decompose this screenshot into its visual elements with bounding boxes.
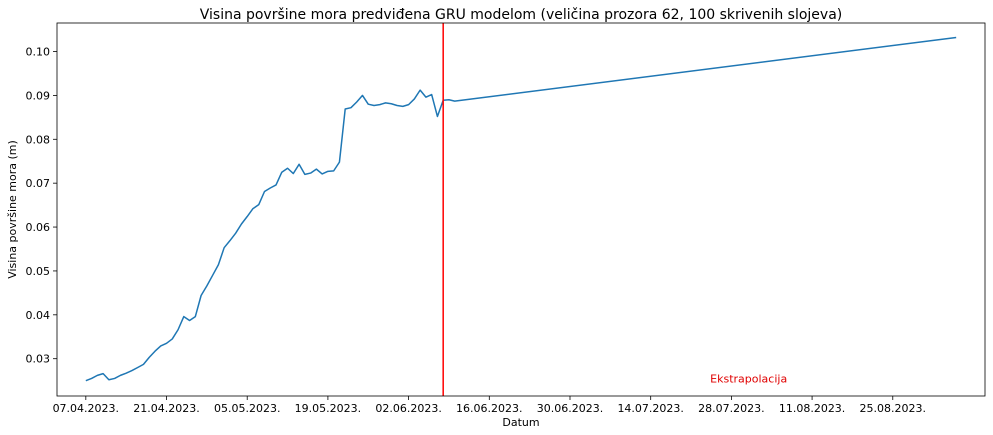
x-tick-label: 16.06.2023. bbox=[456, 402, 522, 415]
y-tick-label: 0.08 bbox=[26, 133, 51, 146]
x-axis-title: Datum bbox=[502, 416, 539, 429]
y-tick-label: 0.07 bbox=[26, 177, 51, 190]
y-axis-title: Visina površine mora (m) bbox=[6, 140, 19, 279]
x-tick-label: 05.05.2023. bbox=[214, 402, 280, 415]
y-tick-label: 0.06 bbox=[26, 221, 51, 234]
annotation-label: Ekstrapolacija bbox=[710, 372, 787, 385]
x-tick-label: 19.05.2023. bbox=[295, 402, 361, 415]
y-tick-label: 0.10 bbox=[26, 46, 51, 59]
x-tick-label: 28.07.2023. bbox=[698, 402, 764, 415]
plot-area: Ekstrapolacija 07.04.2023. 21.04.2023. 05.0… bbox=[26, 22, 986, 415]
x-tick-label: 30.06.2023. bbox=[537, 402, 603, 415]
x-tick-label: 21.04.2023. bbox=[133, 402, 199, 415]
series-line-0 bbox=[85, 36, 957, 382]
y-tick-label: 0.04 bbox=[26, 309, 51, 322]
y-tick-label: 0.09 bbox=[26, 89, 51, 102]
x-tick-label: 14.07.2023. bbox=[617, 402, 683, 415]
x-tick-label: 07.04.2023. bbox=[53, 402, 119, 415]
y-tick-label: 0.03 bbox=[26, 353, 51, 366]
plot-frame bbox=[56, 22, 986, 397]
x-tick-label: 02.06.2023. bbox=[375, 402, 441, 415]
x-tick-label: 25.08.2023. bbox=[860, 402, 926, 415]
y-tick-label: 0.05 bbox=[26, 265, 51, 278]
x-tick-label: 11.08.2023. bbox=[779, 402, 845, 415]
chart-title: Visina površine mora predviđena GRU mode… bbox=[200, 7, 843, 23]
